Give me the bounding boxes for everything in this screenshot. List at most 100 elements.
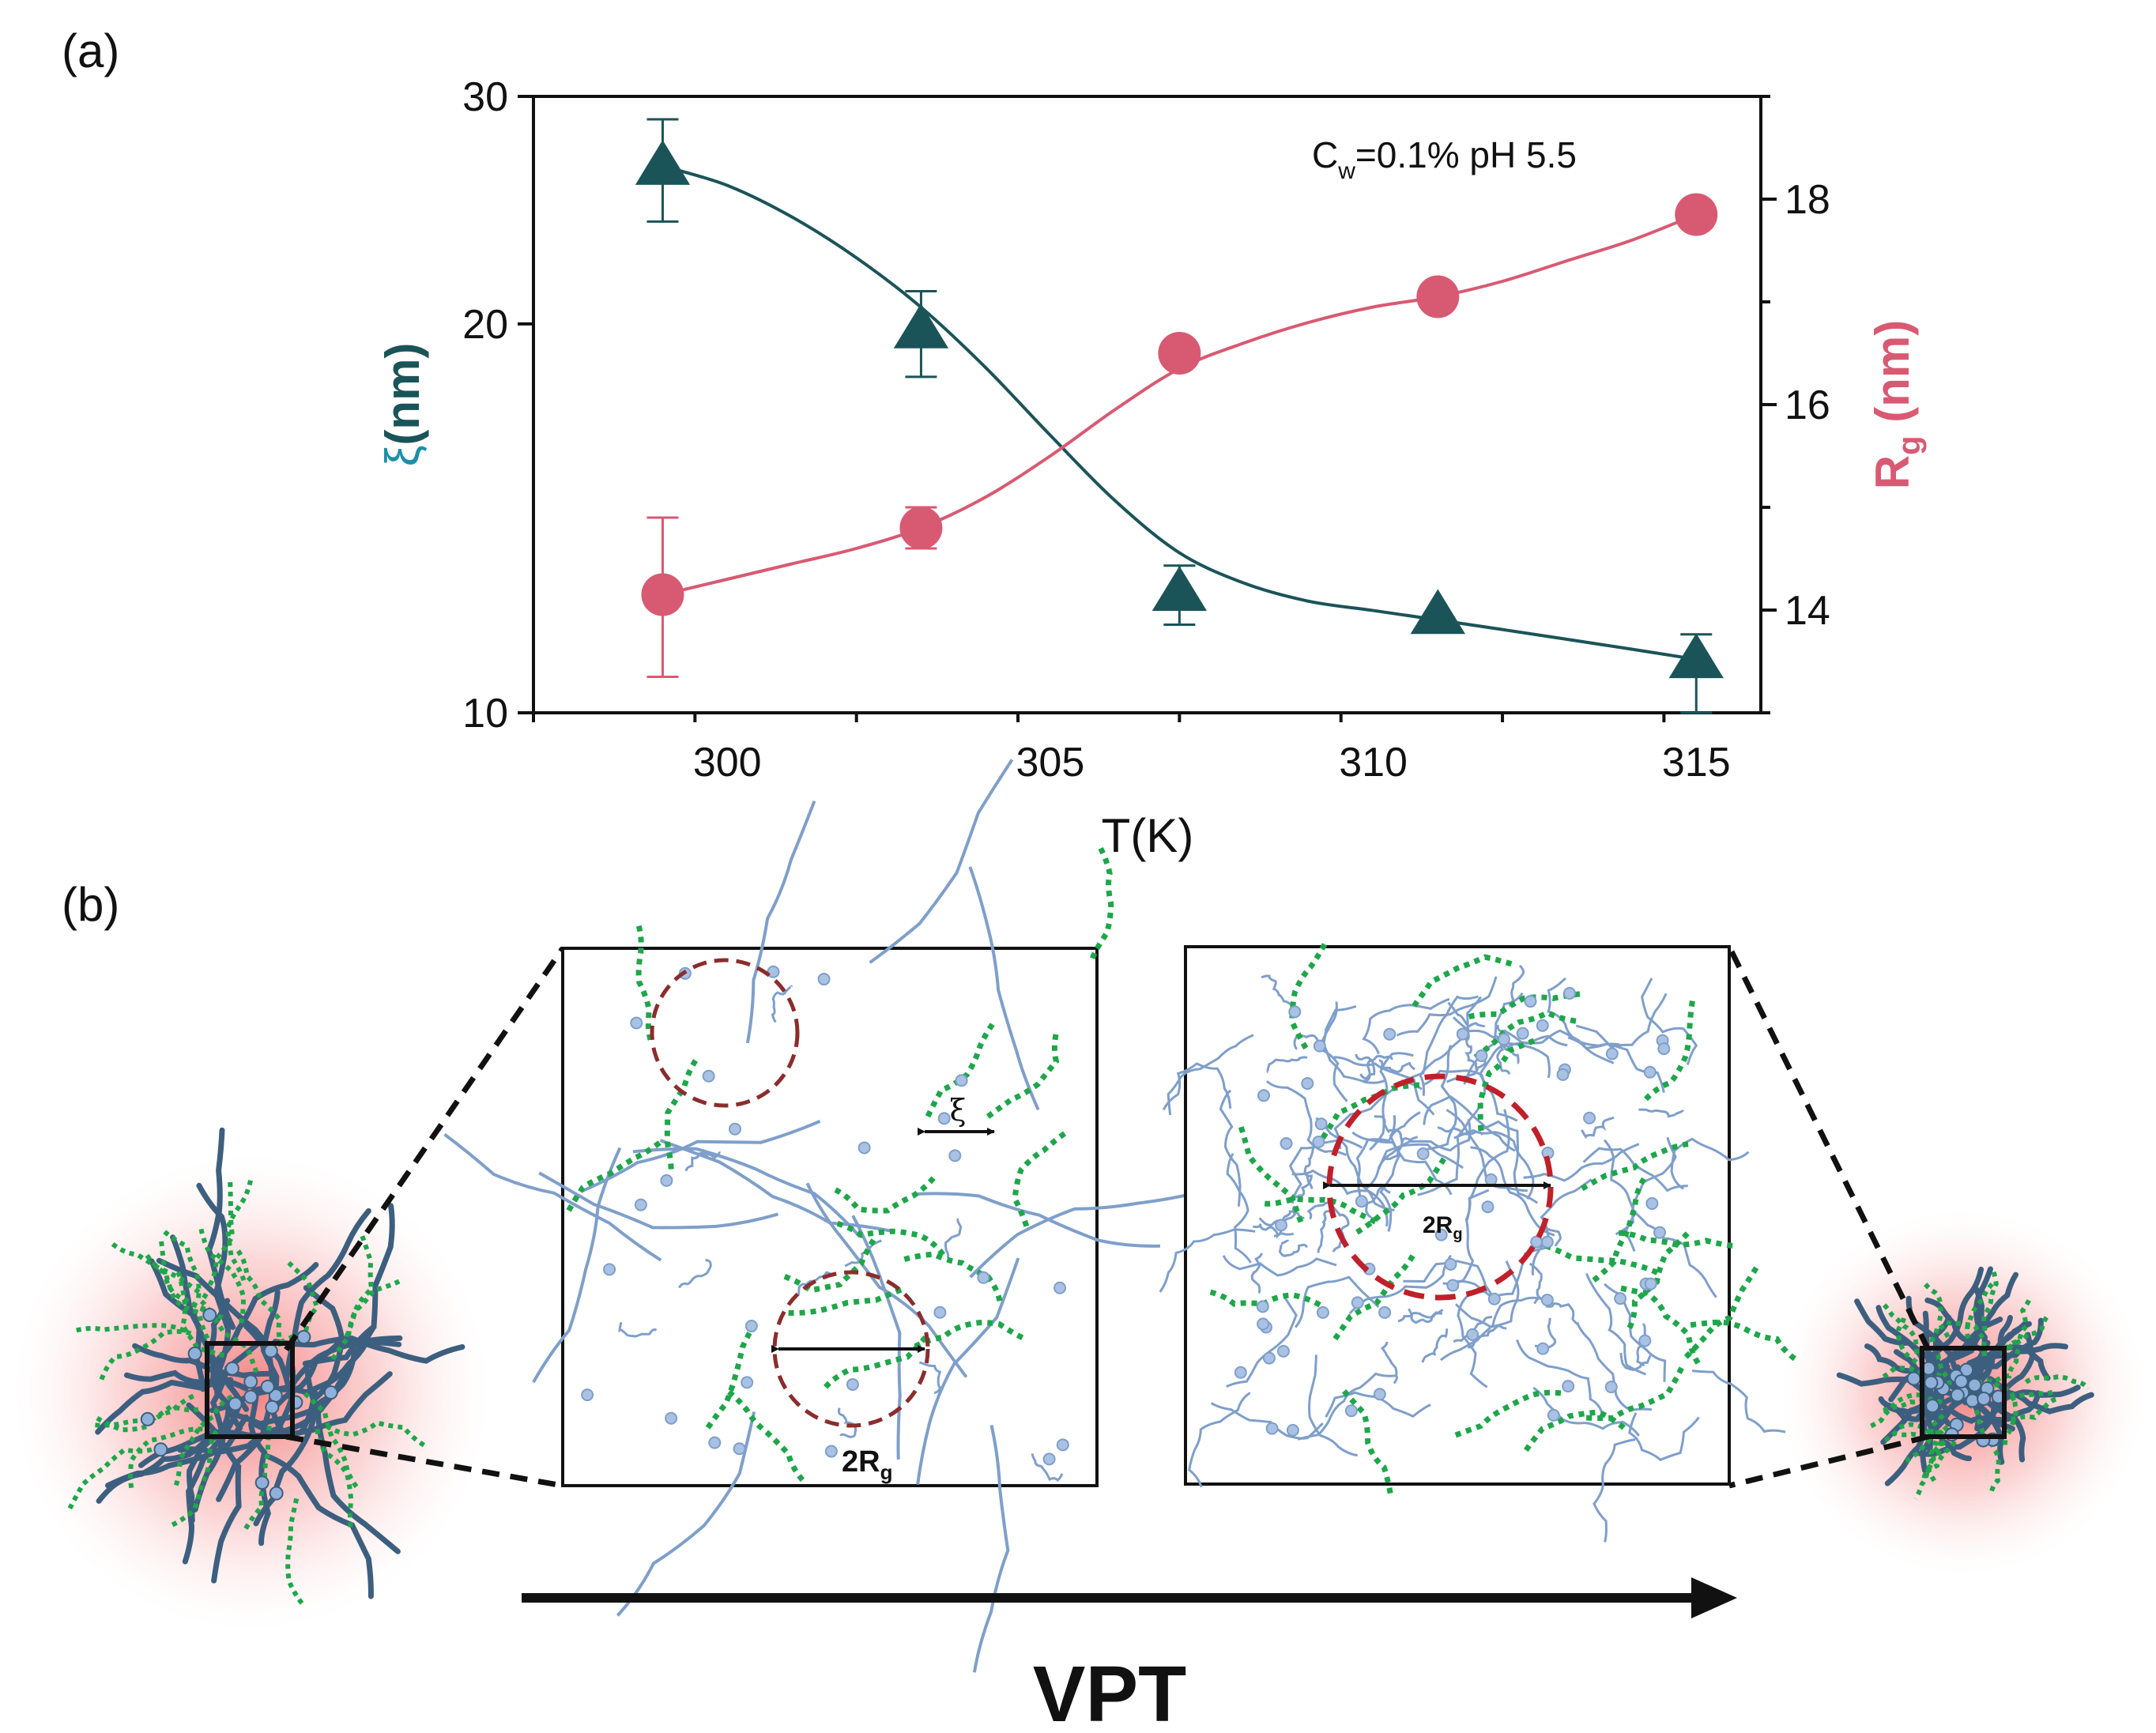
dangling-chain — [1994, 1382, 2018, 1439]
y-right-title-sub: g — [1892, 435, 1927, 454]
crosslink-node — [153, 1442, 168, 1457]
fit-line-left — [662, 164, 1697, 661]
polymer-chain — [272, 1336, 466, 1364]
crosslink-node — [1446, 1279, 1460, 1292]
crosslink-node — [1965, 1393, 1980, 1408]
crosslink-node — [733, 1442, 746, 1456]
coiled-strand — [1273, 1210, 1305, 1238]
dangling-chain — [1355, 1155, 1448, 1235]
dangling-chain — [1920, 1279, 1951, 1339]
crosslink-node — [1562, 1380, 1575, 1393]
vpt-schematic: ξ 2Rg 2Rg VPT — [14, 759, 2144, 1733]
network-strand — [1547, 977, 1620, 1047]
crosslink-node — [1444, 1257, 1457, 1271]
network-strand — [1575, 993, 1668, 1049]
crosslink-node — [1275, 1219, 1288, 1232]
zoom-line-right-bottom — [1728, 1433, 1929, 1489]
network-strand — [1167, 1034, 1254, 1116]
dangling-chain — [325, 1420, 426, 1448]
crosslink-node — [1434, 1228, 1448, 1241]
crosslink-node — [269, 1486, 284, 1501]
network-strand — [532, 1147, 622, 1384]
crosslink-node — [1977, 1392, 1992, 1407]
xi-marker — [893, 303, 949, 348]
dangling-chain — [224, 1180, 253, 1282]
crosslink-node — [1301, 1077, 1314, 1091]
dangling-chain — [1913, 1439, 1947, 1501]
dangling-chain — [303, 1392, 359, 1489]
network-strand — [1423, 1094, 1516, 1152]
polymer-chain — [149, 1258, 249, 1412]
coiled-strand — [1381, 1136, 1419, 1161]
x-axis-title: T(K) — [1102, 809, 1194, 862]
crosslink-node — [140, 1411, 155, 1426]
polymer-chain — [302, 1203, 395, 1366]
dangling-chain — [1895, 1313, 1926, 1369]
crosslink-node — [1925, 1399, 1940, 1414]
dangling-chain — [2000, 1396, 2061, 1422]
polymer-chain — [214, 1262, 319, 1396]
dangling-chain — [1342, 1389, 1394, 1497]
x-tick-label: 300 — [693, 740, 762, 786]
dangling-chain — [75, 1323, 186, 1333]
crosslink-node — [254, 1475, 270, 1490]
network-strand — [1470, 1146, 1555, 1237]
crosslink-node — [702, 1069, 715, 1083]
dangling-chain — [1894, 1418, 1957, 1435]
xi-marker — [1152, 566, 1208, 612]
crosslink-node — [323, 1385, 338, 1400]
dangling-chain — [67, 1447, 153, 1510]
network-strand — [805, 1182, 968, 1378]
error-bars — [646, 118, 1713, 714]
crosslink-node — [1312, 1136, 1325, 1149]
dangling-chain — [315, 1429, 354, 1528]
crosslink-node — [243, 1374, 258, 1389]
crosslink-node — [948, 1149, 962, 1162]
network-strand — [1226, 1152, 1252, 1264]
dangling-chain — [635, 922, 654, 1041]
crosslink-node — [858, 1141, 871, 1155]
dangling-chain — [986, 1030, 1060, 1119]
crosslink-node — [1257, 1089, 1271, 1102]
crosslink-node — [1556, 1068, 1570, 1081]
panel-b-label: (b) — [62, 878, 119, 931]
crosslink-node — [955, 1074, 968, 1087]
rg-label-left: 2Rg — [842, 1445, 892, 1484]
coiled-strand — [1266, 1056, 1308, 1074]
dangling-chain — [94, 1403, 199, 1428]
polymer-chain — [205, 1127, 236, 1330]
dangling-chain — [1619, 1230, 1736, 1249]
crosslink-node — [728, 1122, 741, 1136]
coiled-strand — [1619, 1352, 1652, 1372]
crosslink-node — [1056, 1438, 1069, 1452]
crosslink-node — [1645, 1196, 1659, 1210]
crosslink-node — [1351, 1296, 1364, 1309]
dangling-chain — [111, 1241, 209, 1300]
network-strand — [1366, 1143, 1464, 1189]
network-strand — [851, 1215, 902, 1460]
network-strand — [968, 866, 1040, 1111]
coiled-strand — [1380, 1341, 1398, 1385]
crosslink-node — [187, 1346, 202, 1361]
swollen-inset-frame — [561, 947, 1099, 1487]
dangling-chain — [1544, 1243, 1661, 1277]
crosslink-node — [1316, 1305, 1329, 1319]
swollen-microgel — [14, 1127, 488, 1629]
network-strand — [659, 1139, 894, 1234]
zoom-line-right-top — [1726, 945, 1932, 1351]
dangling-chain — [1452, 1389, 1562, 1439]
dangling-chain — [1626, 1231, 1690, 1332]
coiled-strand — [944, 1218, 963, 1259]
crosslink-node — [1373, 1388, 1386, 1401]
y-left-tick-label: 20 — [462, 302, 508, 348]
y-right-axis-title: Rg (nm) — [1866, 320, 1927, 489]
swollen-inset-network — [443, 759, 1200, 1673]
polymer-chain — [1951, 1390, 2041, 1424]
coiled-strand — [1638, 1108, 1685, 1118]
dangling-chain — [1929, 1323, 1953, 1386]
dangling-chain — [1583, 1366, 1684, 1422]
dangling-chain — [1977, 1343, 2024, 1386]
dangling-chain — [99, 1328, 192, 1381]
dangling-chain — [1471, 1009, 1577, 1061]
coiled-strand — [684, 1151, 721, 1171]
